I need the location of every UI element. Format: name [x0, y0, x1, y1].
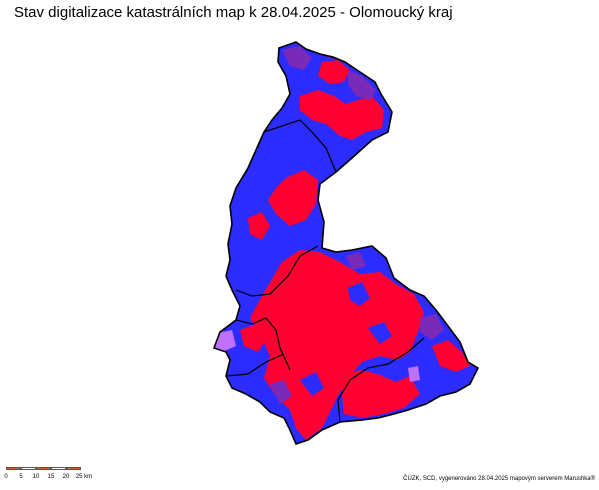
digitized-area-southwest: [240, 324, 266, 352]
digitized-area-central: [250, 250, 424, 440]
digitized-area-north: [300, 90, 384, 140]
map-credit: ČÚZK, SCD, vygenerováno 28.04.2025 mapov…: [403, 476, 595, 482]
district-border-jesenik: [263, 119, 337, 173]
digitized-area-west: [248, 212, 270, 240]
partial-area-south: [270, 380, 292, 404]
scale-segment: [51, 467, 66, 470]
partial-area-north: [282, 46, 312, 70]
scale-segment: [21, 467, 36, 470]
scale-label: 0: [4, 474, 8, 480]
scale-label: 5: [19, 474, 23, 480]
analog-patch-central: [348, 282, 370, 306]
digitized-area-east: [432, 340, 470, 372]
scale-label: 10: [32, 474, 40, 480]
scale-segment: [36, 467, 51, 470]
digitized-area-south: [340, 370, 420, 418]
district-border-sumperk: [235, 245, 319, 297]
analog-patch-south: [300, 372, 324, 396]
other-area-east: [408, 366, 420, 382]
scale-segment: [6, 467, 21, 470]
partial-area-north-2: [348, 70, 376, 100]
partial-area-center-north: [346, 252, 366, 270]
region-outline: [212, 41, 480, 445]
digitized-area-north-2: [318, 60, 350, 84]
map-title: Stav digitalizace katastrálních map k 28…: [14, 4, 453, 21]
digitized-area-small: [330, 196, 344, 214]
district-borders: [225, 119, 425, 423]
municipality-fills: [214, 42, 478, 444]
scale-bar: 0 5 10 15 20 25 km: [4, 467, 96, 489]
scale-label: 15: [47, 474, 55, 480]
scale-bar-segments: [6, 467, 81, 471]
analog-patch-east: [368, 322, 392, 344]
scale-label: 25 km: [75, 474, 93, 480]
district-border-prostejov-south: [225, 353, 285, 377]
scale-segment: [66, 467, 81, 470]
digitized-area-sumperk: [268, 170, 318, 226]
scale-labels: 0 5 10 15 20 25 km: [4, 474, 96, 484]
district-border-prerov: [337, 337, 425, 423]
scale-label: 20: [62, 474, 70, 480]
district-border-prostejov: [235, 317, 291, 371]
partial-area-east: [420, 314, 444, 340]
